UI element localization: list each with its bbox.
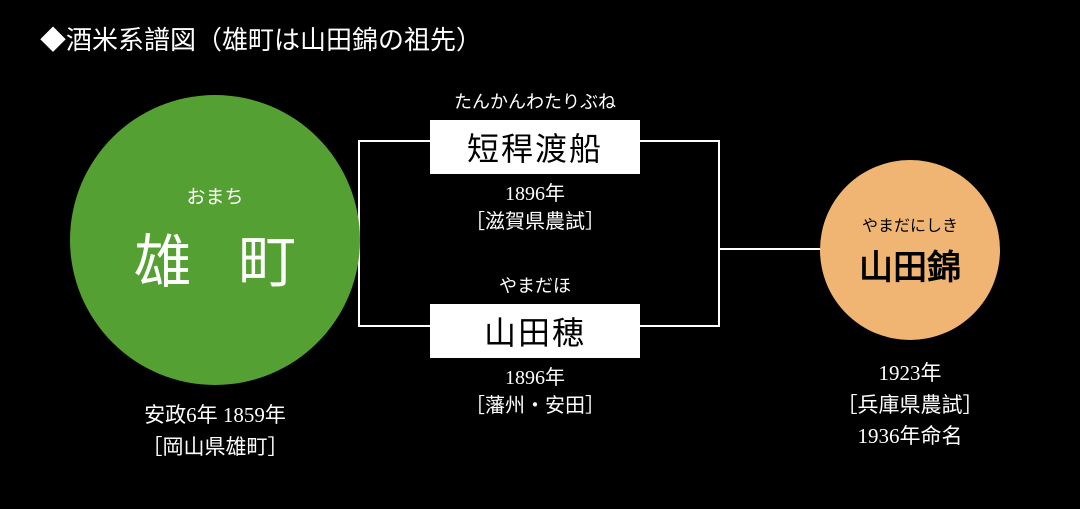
node-tankan: たんかんわたりぶね 短稈渡船 1896年 ［滋賀県農試］ — [430, 88, 640, 236]
tankan-caption: 1896年 ［滋賀県農試］ — [430, 180, 640, 236]
omachi-caption-1: 安政6年 1859年 — [144, 403, 286, 427]
omachi-caption: 安政6年 1859年 ［岡山県雄町］ — [70, 400, 360, 463]
yamadaho-furigana: やまだほ — [430, 272, 640, 298]
yamadanishiki-caption-1: 1923年 — [879, 361, 942, 385]
omachi-furigana: おまち — [186, 182, 243, 209]
edge-right-vertical — [718, 140, 720, 327]
yamadaho-caption-1: 1896年 — [505, 367, 565, 389]
yamadanishiki-furigana: やまだにしき — [862, 212, 958, 236]
tankan-caption-2: ［滋賀県農試］ — [465, 211, 605, 233]
edge-tankan-right — [640, 140, 720, 142]
tankan-furigana: たんかんわたりぶね — [430, 88, 640, 114]
omachi-name: 雄 町 — [134, 215, 313, 299]
edge-yamadaho-right — [640, 325, 720, 327]
tankan-caption-1: 1896年 — [505, 183, 565, 205]
node-yamadanishiki: やまだにしき 山田錦 — [820, 160, 1000, 340]
tankan-name: 短稈渡船 — [430, 120, 640, 174]
edge-to-yamadanishiki — [718, 248, 822, 250]
yamadanishiki-caption-2: ［兵庫県農試］ — [837, 393, 984, 417]
node-omachi: おまち 雄 町 — [70, 95, 360, 385]
node-yamadaho: やまだほ 山田穂 1896年 ［藩州・安田］ — [430, 272, 640, 420]
yamadanishiki-name: 山田錦 — [859, 240, 961, 289]
yamadanishiki-caption: 1923年 ［兵庫県農試］ 1936年命名 — [810, 358, 1010, 453]
omachi-caption-2: ［岡山県雄町］ — [142, 435, 289, 459]
edge-omachi-yamadaho — [358, 325, 432, 327]
diagram-title: ◆酒米系譜図（雄町は山田錦の祖先） — [40, 20, 482, 57]
yamadanishiki-caption-3: 1936年命名 — [858, 424, 963, 448]
yamadaho-caption-2: ［藩州・安田］ — [465, 395, 605, 417]
yamadaho-name: 山田穂 — [430, 304, 640, 358]
edge-omachi-tankan — [358, 140, 432, 142]
yamadaho-caption: 1896年 ［藩州・安田］ — [430, 364, 640, 420]
